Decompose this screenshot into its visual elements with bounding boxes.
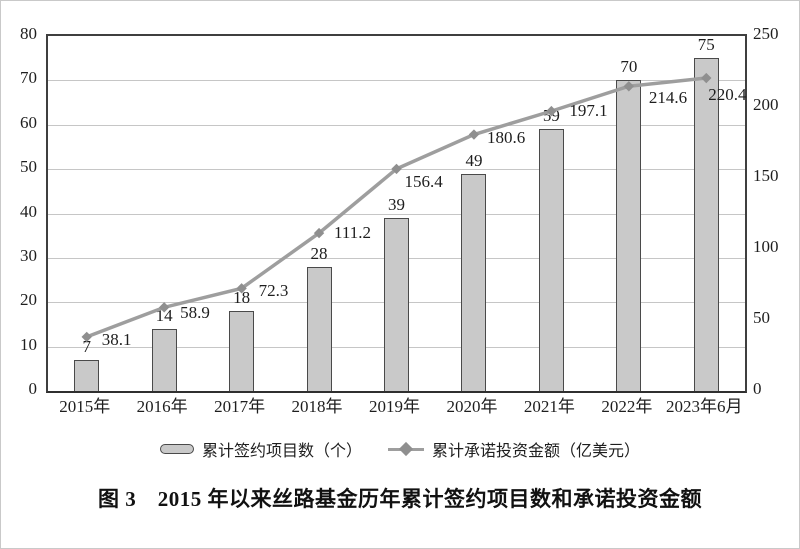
y-axis-left-tick: 0 — [28, 379, 38, 398]
diamond-marker-icon — [398, 441, 414, 457]
bar — [306, 266, 332, 391]
legend: 累计签约项目数（个） 累计承诺投资金额（亿美元） — [1, 437, 799, 461]
bar — [229, 311, 255, 391]
y-axis-right-tick: 0 — [753, 379, 762, 398]
line-value-label: 38.1 — [101, 329, 132, 349]
legend-label-projects: 累计签约项目数（个） — [201, 443, 362, 460]
bar-value-label: 70 — [620, 57, 638, 77]
x-axis-label: 2016年 — [136, 397, 188, 416]
bar-value-label: 75 — [697, 35, 715, 55]
y-axis-right-tick: 50 — [753, 308, 770, 327]
bar — [616, 80, 642, 391]
y-axis-right-tick: 100 — [753, 237, 779, 256]
x-axis-label: 2021年 — [523, 397, 575, 416]
bar — [74, 359, 100, 391]
bar — [384, 217, 409, 391]
y-axis-right-tick: 200 — [753, 95, 779, 114]
y-axis-right-tick: 150 — [753, 166, 779, 185]
x-axis-label: 2018年 — [291, 397, 343, 416]
legend-label-investment: 累计承诺投资金额（亿美元） — [432, 443, 641, 460]
line-value-label: 156.4 — [404, 171, 443, 191]
line-marker-diamond-icon — [468, 129, 480, 140]
line-value-label: 214.6 — [648, 88, 688, 108]
line-diamond-swatch-icon — [388, 441, 424, 457]
plot-area: 7 14 18 28 39 49 59 70 75 38.1 58.9 72.3 111.2 156.4 1… — [46, 34, 747, 393]
bar-value-label: 28 — [310, 243, 328, 263]
y-axis-right-tick: 250 — [753, 24, 779, 43]
y-axis-left-tick: 80 — [20, 24, 37, 43]
figure-caption: 图 3 2015 年以来丝路基金历年累计签约项目数和承诺投资金额 — [98, 487, 702, 511]
y-axis-left-tick: 20 — [20, 290, 37, 310]
bar — [693, 58, 719, 391]
x-axis-label: 2020年 — [446, 397, 498, 416]
bar — [461, 173, 487, 391]
x-axis-label: 2023年6月 — [666, 397, 743, 416]
y-axis-left-tick: 10 — [20, 334, 37, 354]
line-value-label: 197.1 — [569, 101, 608, 121]
line-marker-diamond-icon — [313, 227, 325, 239]
bar-value-label: 49 — [465, 150, 483, 170]
y-axis-left-tick: 60 — [20, 112, 37, 132]
legend-item-projects: 累计签约项目数（个） — [159, 437, 362, 461]
x-axis-label: 2022年 — [601, 397, 653, 416]
bar — [538, 129, 564, 391]
x-axis-label: 2019年 — [369, 397, 420, 416]
line-value-label: 220.4 — [708, 85, 747, 105]
y-axis-left-tick: 50 — [20, 157, 37, 177]
x-axis-label: 2015年 — [59, 397, 111, 416]
y-axis-left-tick: 70 — [20, 68, 37, 88]
bar — [151, 328, 177, 391]
bar-value-label: 7 — [82, 336, 91, 356]
y-axis-left-tick: 30 — [20, 245, 37, 265]
bar-value-label: 39 — [388, 194, 405, 214]
line-value-label: 58.9 — [180, 303, 210, 323]
x-axis-label: 2017年 — [214, 397, 266, 416]
line-value-label: 72.3 — [258, 281, 289, 301]
y-axis-left-tick: 40 — [20, 201, 37, 221]
bar-swatch-icon — [159, 444, 194, 454]
line-value-label: 111.2 — [334, 223, 372, 243]
line-value-label: 180.6 — [486, 127, 526, 147]
legend-item-investment: 累计承诺投资金额（亿美元） — [388, 437, 640, 461]
